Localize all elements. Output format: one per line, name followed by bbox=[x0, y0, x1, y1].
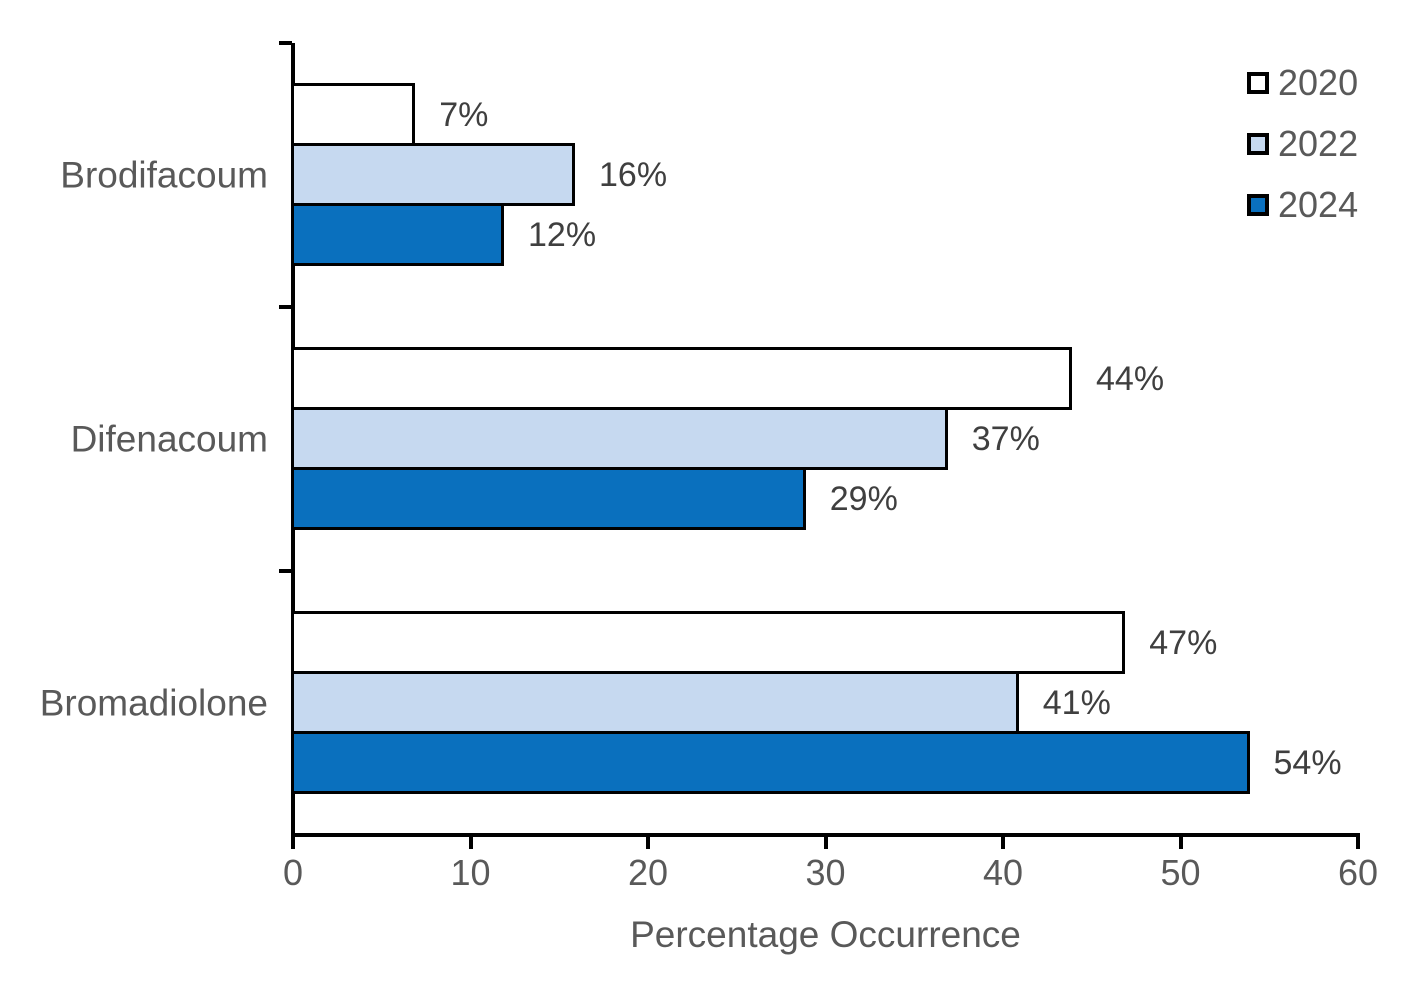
legend-item: 2024 bbox=[1247, 174, 1358, 235]
x-axis-tick bbox=[1178, 833, 1183, 849]
legend-swatch bbox=[1247, 71, 1269, 94]
bar-value-label: 54% bbox=[1273, 743, 1342, 782]
y-axis-tick bbox=[279, 305, 292, 309]
y-axis-tick bbox=[279, 569, 292, 573]
legend: 2020 2022 2024 bbox=[1247, 52, 1358, 235]
bar-value-label: 29% bbox=[829, 479, 898, 518]
legend-swatch bbox=[1247, 193, 1269, 216]
y-axis-tick bbox=[279, 41, 292, 45]
legend-item: 2020 bbox=[1247, 52, 1358, 113]
x-axis-tick-label: 10 bbox=[450, 852, 491, 893]
bar-value-label: 16% bbox=[599, 155, 668, 194]
x-axis-tick-label: 0 bbox=[282, 852, 304, 893]
bar bbox=[291, 611, 1126, 674]
x-axis-tick-label: 40 bbox=[982, 852, 1024, 893]
x-axis-tick bbox=[1356, 833, 1360, 849]
category-label: Bromadiolone bbox=[39, 682, 268, 724]
x-axis-tick bbox=[1001, 833, 1005, 849]
legend-label: 2024 bbox=[1278, 183, 1359, 225]
bar bbox=[291, 731, 1250, 794]
x-axis-tick bbox=[646, 833, 650, 849]
bar bbox=[291, 143, 575, 206]
bar-value-label: 12% bbox=[528, 215, 597, 254]
bar-value-label: 7% bbox=[439, 95, 489, 134]
bar-value-label: 37% bbox=[971, 419, 1040, 458]
x-axis-title: Percentage Occurrence bbox=[630, 914, 1021, 955]
bar-value-label: 41% bbox=[1042, 683, 1111, 722]
x-axis-tick bbox=[291, 833, 295, 849]
legend-label: 2022 bbox=[1278, 122, 1359, 164]
bar bbox=[291, 467, 806, 530]
x-axis-tick-label: 20 bbox=[627, 852, 669, 893]
legend-item: 2022 bbox=[1247, 113, 1358, 174]
bar bbox=[291, 671, 1019, 734]
category-label: Difenacoum bbox=[70, 418, 268, 460]
x-axis-tick-label: 60 bbox=[1337, 852, 1379, 893]
legend-label: 2020 bbox=[1278, 61, 1359, 103]
bar-value-label: 44% bbox=[1096, 359, 1165, 398]
bar bbox=[291, 83, 416, 146]
bar bbox=[291, 203, 504, 266]
x-axis-tick bbox=[823, 833, 828, 849]
bar bbox=[291, 347, 1072, 410]
legend-swatch bbox=[1247, 132, 1269, 155]
x-axis-tick-label: 30 bbox=[805, 852, 846, 893]
category-label: Brodifacoum bbox=[60, 154, 268, 196]
bar-value-label: 47% bbox=[1149, 623, 1218, 662]
bar bbox=[291, 407, 948, 470]
x-axis-tick bbox=[468, 833, 473, 849]
x-axis-tick-label: 50 bbox=[1160, 852, 1201, 893]
